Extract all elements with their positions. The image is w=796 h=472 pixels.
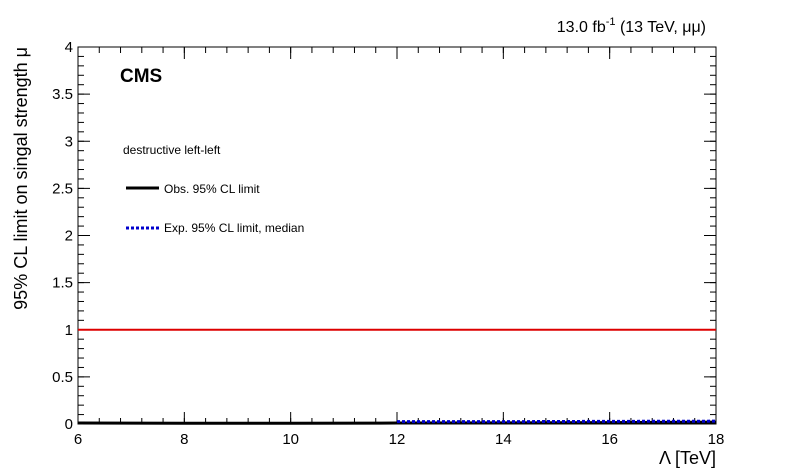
legend-exp-label: Exp. 95% CL limit, median <box>164 221 304 235</box>
x-tick-label: 8 <box>180 431 188 448</box>
x-tick-label: 18 <box>708 431 725 448</box>
y-tick-label: 2.5 <box>52 180 73 197</box>
x-axis-label: Λ [TeV] <box>659 448 716 468</box>
lumi-condition: (13 TeV, μμ) <box>619 19 706 36</box>
lumi-value: 13.0 fb <box>556 19 606 36</box>
axis-ticks: 6 8 10 12 14 16 18 0 0.5 1 1.5 2 2.5 3 3.5 4 <box>52 39 724 448</box>
luminosity-label: 13.0 fb-1 (13 TeV, μμ) <box>557 16 706 37</box>
series-layer <box>77 328 717 425</box>
y-tick-label: 2 <box>65 228 73 245</box>
y-tick-label: 1.5 <box>52 275 73 292</box>
y-tick-label: 3 <box>65 133 73 150</box>
plot-frame <box>77 46 717 425</box>
y-tick-label: 0 <box>65 416 73 433</box>
x-tick-label: 16 <box>601 431 618 448</box>
x-tick-label: 12 <box>389 431 406 448</box>
scenario-label: destructive left-left <box>123 143 221 157</box>
legend-obs-label: Obs. 95% CL limit <box>164 182 260 196</box>
cms-label: CMS <box>120 66 162 87</box>
y-axis-label: 95% CL limit on singal strength μ <box>11 47 31 310</box>
y-tick-label: 4 <box>65 39 73 56</box>
lumi-exponent: -1 <box>605 16 616 28</box>
y-tick-label: 3.5 <box>52 86 73 103</box>
y-tick-label: 1 <box>65 322 73 339</box>
x-tick-label: 10 <box>282 431 299 448</box>
x-tick-label: 14 <box>495 431 512 448</box>
x-tick-label: 6 <box>74 431 82 448</box>
y-tick-label: 0.5 <box>52 369 73 386</box>
